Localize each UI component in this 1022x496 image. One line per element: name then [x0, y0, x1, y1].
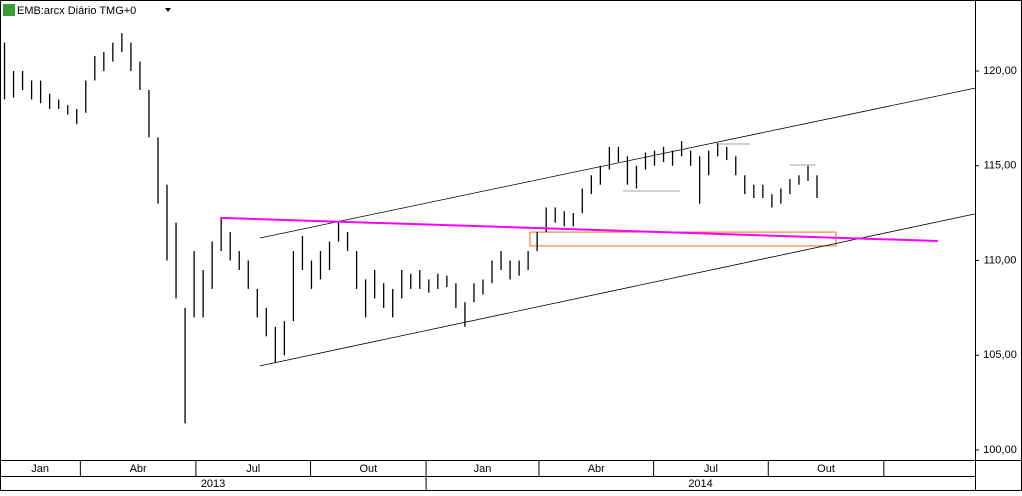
- dropdown-arrow[interactable]: [165, 8, 171, 12]
- y-tick-label: 110,00: [984, 254, 1017, 266]
- x-tick-label: Jan: [474, 463, 492, 475]
- year-label: 2014: [688, 478, 712, 490]
- y-tick-label: 100,00: [983, 444, 1017, 456]
- y-tick-label: 120,00: [983, 65, 1017, 77]
- x-tick-label: Jul: [246, 463, 260, 475]
- trend-line: [259, 87, 976, 239]
- x-tick-label: Jul: [704, 463, 718, 475]
- y-tick-label: 115,00: [984, 160, 1017, 172]
- trend-line: [220, 216, 939, 242]
- chart-title[interactable]: EMB:arcx Diário TMG+0: [17, 5, 136, 17]
- year-label: 2013: [201, 478, 225, 490]
- x-tick-label: Abr: [588, 463, 605, 475]
- x-tick-label: Abr: [130, 463, 147, 475]
- y-tick-label: 105,00: [983, 349, 1017, 361]
- x-tick-label: Out: [359, 463, 377, 475]
- symbol-icon[interactable]: [3, 4, 15, 16]
- x-tick-label: Out: [817, 463, 835, 475]
- x-tick-label: Jan: [31, 463, 49, 475]
